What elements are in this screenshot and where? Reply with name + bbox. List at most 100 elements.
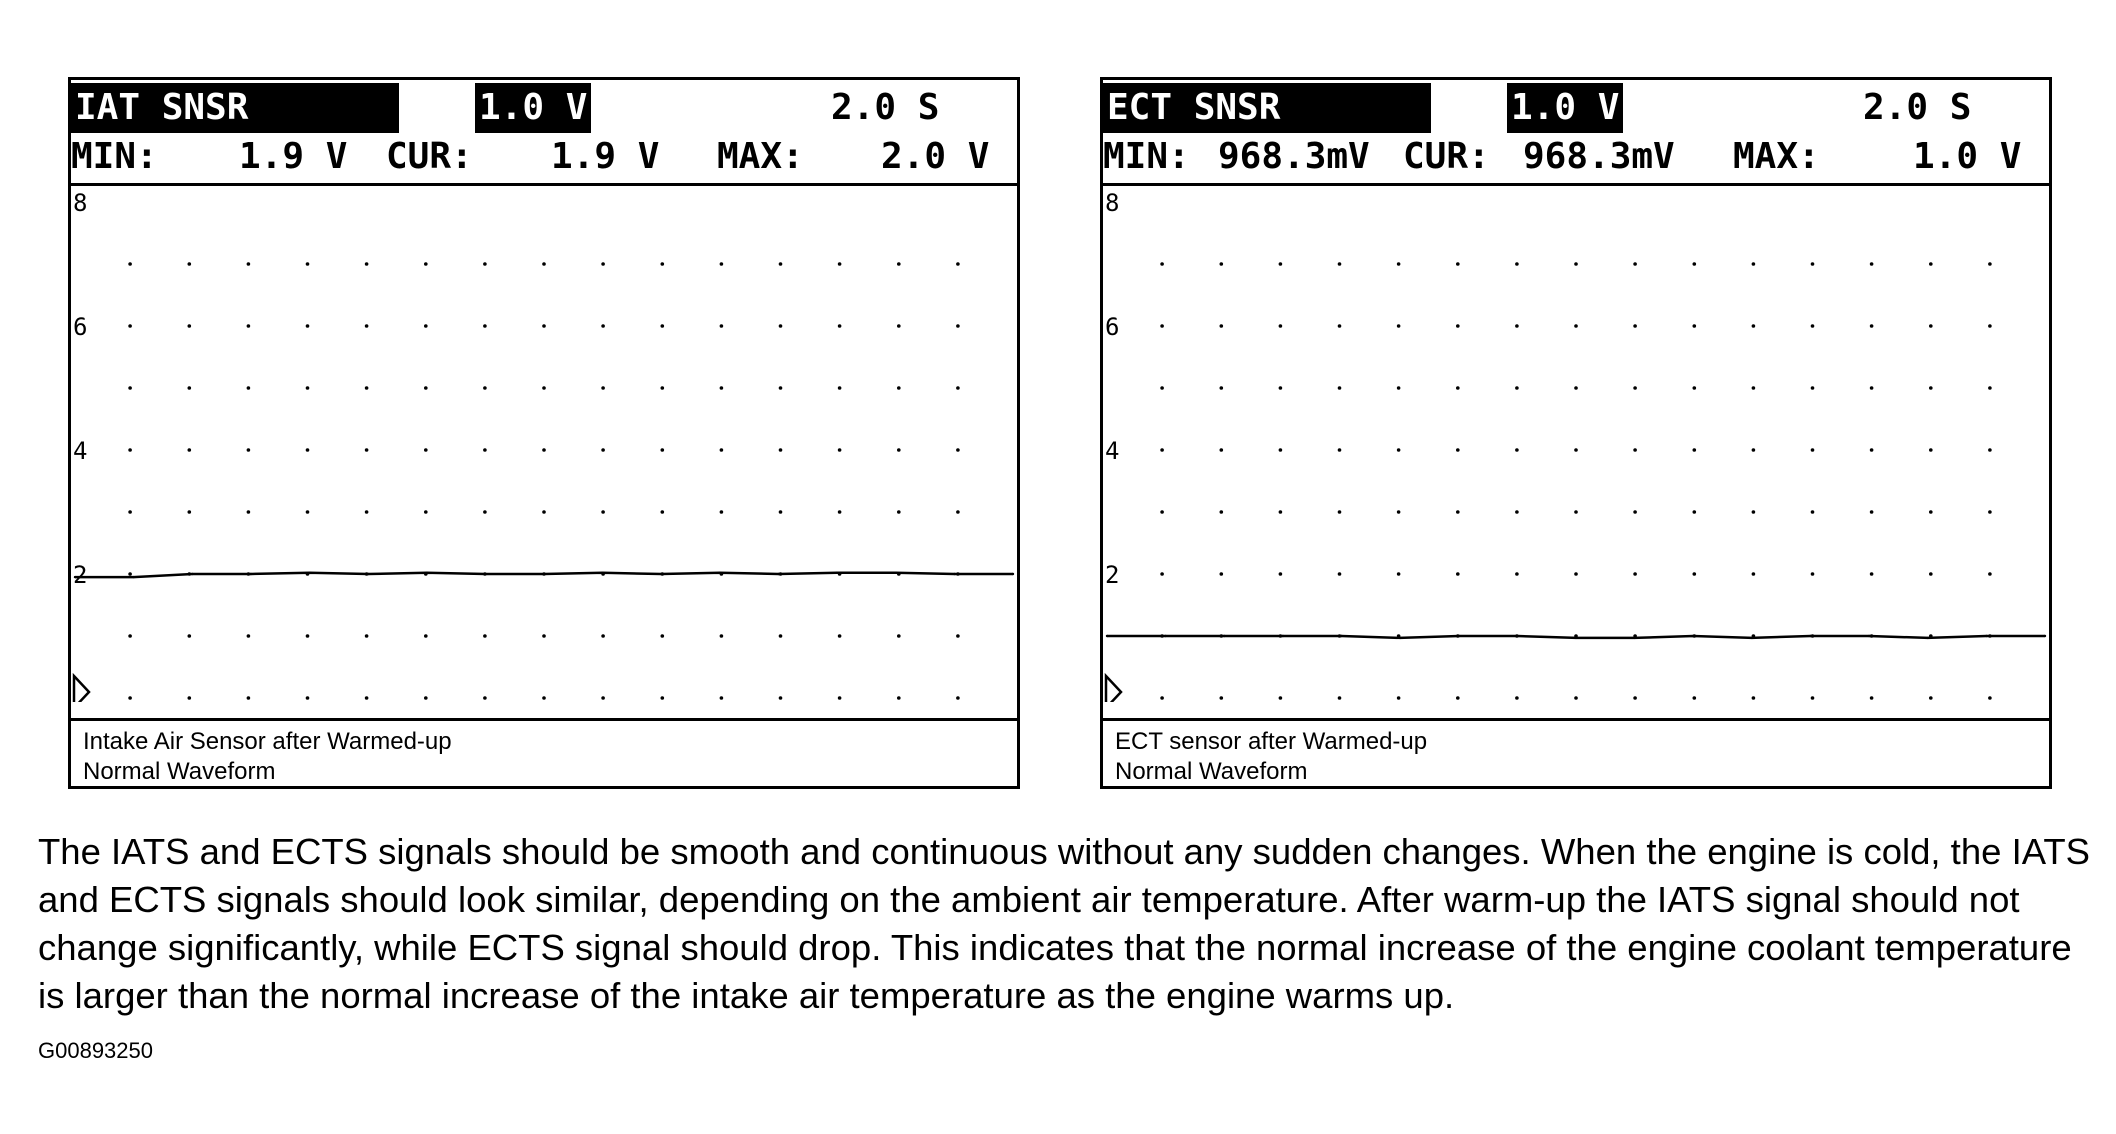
iat-grid-dot [601, 448, 605, 452]
ect-grid-dot [1219, 262, 1224, 266]
iat-grid-dot [778, 510, 783, 514]
ect-grid-dot [1515, 386, 1519, 390]
iat-grid-dot [246, 262, 251, 266]
iat-grid-dot [956, 696, 960, 700]
iat-grid-dot [719, 386, 724, 390]
ect-waveform-chart: 8 6 4 2 [1104, 189, 2047, 702]
iat-y-tick-label: 8 [73, 189, 87, 217]
iat-grid-dot [778, 324, 783, 328]
iat-grid-dot [601, 262, 605, 266]
ect-grid-dot [1633, 262, 1637, 266]
ect-grid-dot [1633, 386, 1637, 390]
ect-grid-dot [1574, 448, 1578, 452]
iat-grid-dot [719, 324, 724, 328]
ect-grid-dot [1751, 262, 1756, 266]
ect-grid-dot [1456, 572, 1460, 576]
ect-data-point [1809, 634, 1812, 638]
ect-caption-line2: Normal Waveform [1115, 758, 1308, 785]
iat-grid-dot [778, 696, 783, 700]
ect-data-point [1750, 636, 1754, 640]
iat-scope-panel: IAT SNSR 1.0 V 2.0 S MIN: 1.9 V CUR: 1.9… [68, 77, 1020, 789]
ect-grid-dot [1869, 324, 1874, 328]
ect-grid-dot [1337, 448, 1342, 452]
iat-grid-dot [305, 634, 310, 638]
iat-data-point [484, 572, 487, 576]
iat-grid-dot [660, 634, 665, 638]
iat-grid-dot [660, 324, 665, 328]
iat-channel-label: IAT SNSR [71, 83, 399, 133]
iat-grid-dot [246, 386, 251, 390]
ect-grid-dot [1396, 696, 1401, 700]
ect-grid-dot [1692, 448, 1697, 452]
ect-grid-dot [1633, 448, 1637, 452]
ect-grid-dot [1988, 572, 1992, 576]
iat-data-point [249, 572, 253, 576]
ect-grid-dot [1337, 386, 1342, 390]
ect-grid-dot [1574, 510, 1578, 514]
iat-grid-dot [542, 634, 546, 638]
ect-stats-row: MIN: 968.3mV CUR: 968.3mV MAX: 1.0 V [1103, 132, 2049, 186]
ect-grid-dot [1515, 262, 1519, 266]
iat-grid-dot [305, 448, 310, 452]
iat-grid-dot [187, 262, 192, 266]
iat-grid-dot [246, 510, 251, 514]
ect-data-point [1398, 636, 1402, 640]
ect-grid-dot [1219, 386, 1224, 390]
ect-grid-dot [1810, 448, 1815, 452]
iat-grid-dot [956, 634, 960, 638]
ect-grid-dot [1751, 572, 1756, 576]
iat-caption: Intake Air Sensor after Warmed-up Normal… [71, 718, 1017, 786]
ect-data-point [1985, 634, 1988, 638]
iat-grid-dot [424, 696, 428, 700]
iat-grid-dot [424, 448, 428, 452]
iat-grid-dot [246, 696, 251, 700]
iat-grid-dot [837, 324, 842, 328]
iat-grid-dot [128, 634, 132, 638]
iat-grid-dot [956, 324, 960, 328]
iat-data-point [718, 571, 722, 574]
ect-grid-dot [1396, 324, 1401, 328]
ect-data-point [1516, 634, 1519, 638]
iat-y-tick-label: 2 [73, 561, 87, 589]
iat-data-point [894, 571, 897, 574]
iat-grid-dot [246, 634, 251, 638]
iat-grid-dot [837, 386, 842, 390]
ect-grid-dot [1396, 262, 1401, 266]
iat-header-row: IAT SNSR 1.0 V 2.0 S [71, 83, 1017, 133]
ect-grid-dot [1751, 510, 1756, 514]
iat-grid-dot [542, 696, 546, 700]
iat-waveform-chart: 8 6 4 2 [72, 189, 1015, 702]
ect-grid-dot [1633, 572, 1637, 576]
ect-grid-dot [1692, 324, 1697, 328]
ect-grid-dot [1219, 696, 1224, 700]
iat-grid-dot [837, 696, 842, 700]
iat-grid-dot [778, 634, 783, 638]
iat-grid-dot [305, 696, 310, 700]
ect-grid-dot [1929, 696, 1933, 700]
ect-grid-dot [1456, 262, 1460, 266]
ect-grid-dot [1574, 696, 1578, 700]
iat-grid-dot [719, 696, 724, 700]
iat-grid-dot [187, 696, 192, 700]
iat-volts-per-div: 1.0 V [475, 83, 592, 133]
ect-data-point [1340, 634, 1343, 638]
ect-channel-label: ECT SNSR [1103, 83, 1431, 133]
ect-grid-dot [1810, 572, 1815, 576]
ect-data-point [2043, 634, 2047, 638]
ect-grid-dot [1574, 572, 1578, 576]
iat-data-point [1011, 572, 1015, 576]
iat-grid-dot [897, 510, 901, 514]
iat-grid-dot [660, 696, 665, 700]
ect-scope-panel: ECT SNSR 1.0 V 2.0 S MIN: 968.3mV CUR: 9… [1100, 77, 2052, 789]
ect-grid-dot [1988, 386, 1992, 390]
ect-y-tick-label: 6 [1105, 313, 1119, 341]
explanation-paragraph: The IATS and ECTS signals should be smoo… [38, 831, 2090, 1016]
iat-grid-dot [483, 386, 487, 390]
ect-y-tick-label: 2 [1105, 561, 1119, 589]
ect-min-value: 968.3mV [1218, 136, 1370, 177]
iat-grid-dot [778, 262, 783, 266]
ect-grid-dot [1751, 324, 1756, 328]
ect-grid-dot [1929, 262, 1933, 266]
ect-grid-dot [1337, 572, 1342, 576]
iat-data-point [953, 572, 956, 576]
